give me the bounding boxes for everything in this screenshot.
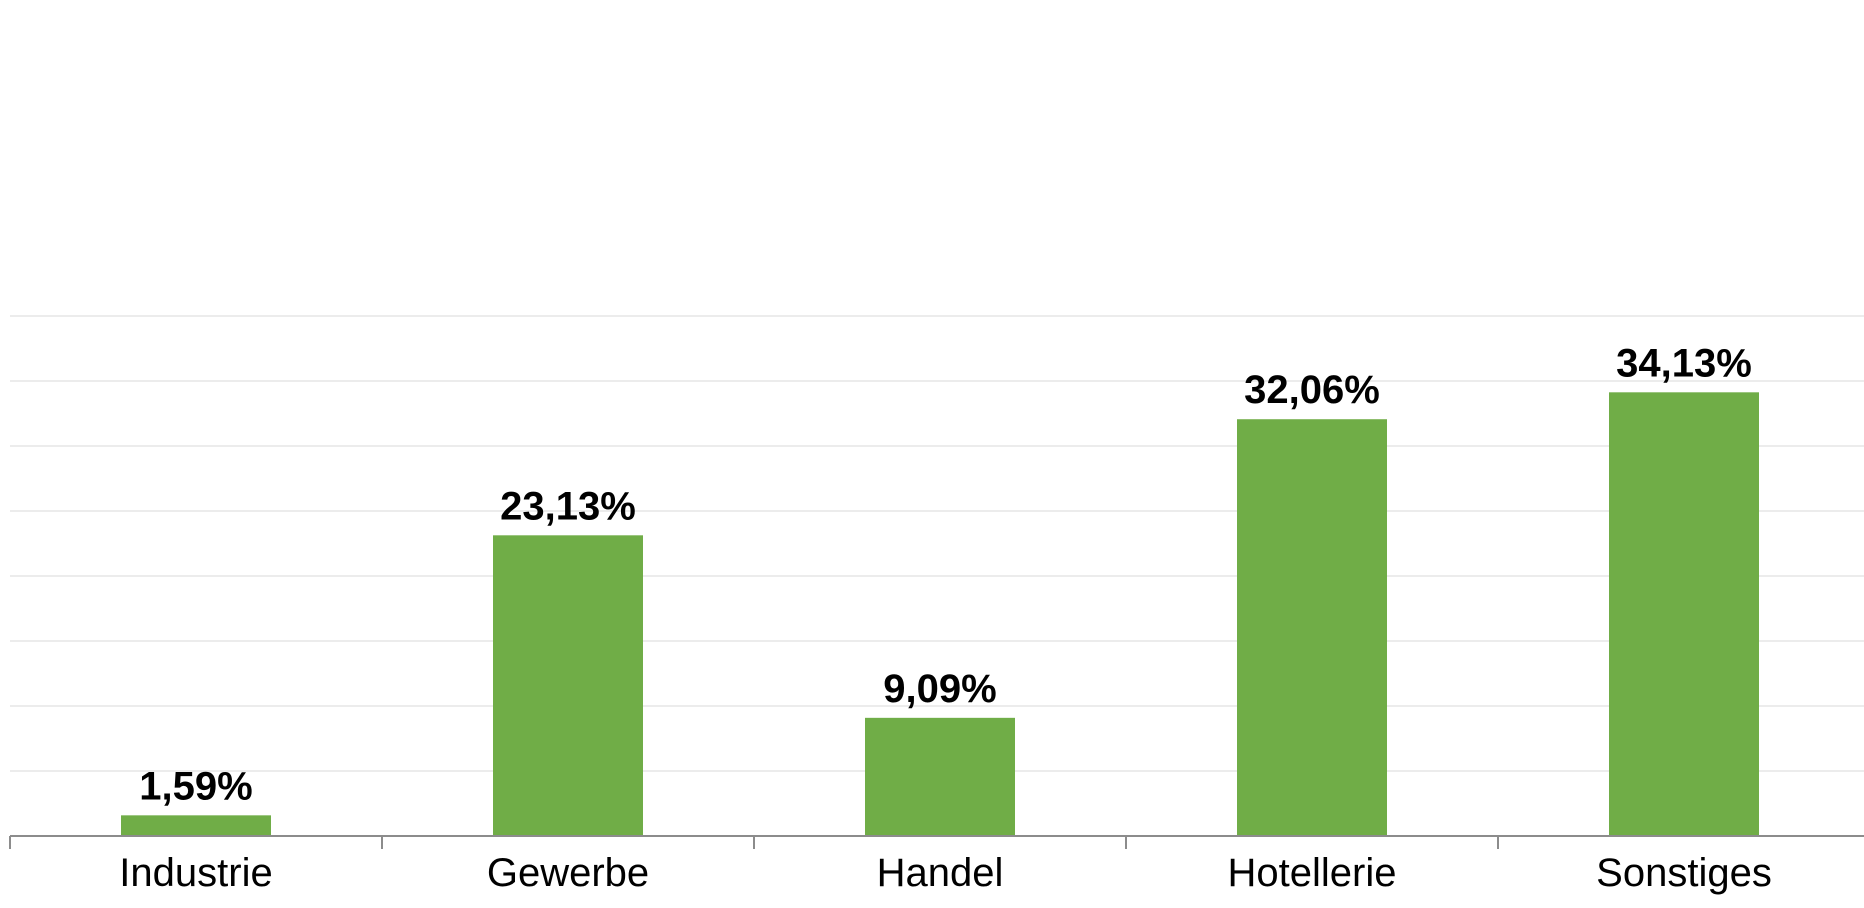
x-axis	[9, 835, 1864, 849]
bar-sonstiges	[1609, 392, 1759, 836]
data-label: 34,13%	[1616, 341, 1752, 385]
x-tick-label: Sonstiges	[1596, 851, 1772, 895]
x-tick-label: Industrie	[119, 851, 272, 895]
labels: 1,59% Industrie 23,13% Gewerbe 9,09% Handel 32…	[119, 341, 1772, 895]
x-tick-label: Gewerbe	[487, 851, 649, 895]
x-tick-label: Handel	[877, 851, 1004, 895]
gridlines	[10, 315, 1864, 772]
data-label: 9,09%	[883, 667, 996, 711]
bar-handel	[865, 717, 1015, 836]
bar-hotellerie	[1237, 419, 1387, 836]
x-tick-label: Hotellerie	[1228, 851, 1397, 895]
data-label: 32,06%	[1244, 368, 1380, 412]
data-label: 23,13%	[500, 484, 636, 528]
bar-gewerbe	[493, 535, 643, 836]
bars	[121, 392, 1759, 836]
bar-industrie	[121, 815, 271, 836]
data-label: 1,59%	[139, 764, 252, 808]
